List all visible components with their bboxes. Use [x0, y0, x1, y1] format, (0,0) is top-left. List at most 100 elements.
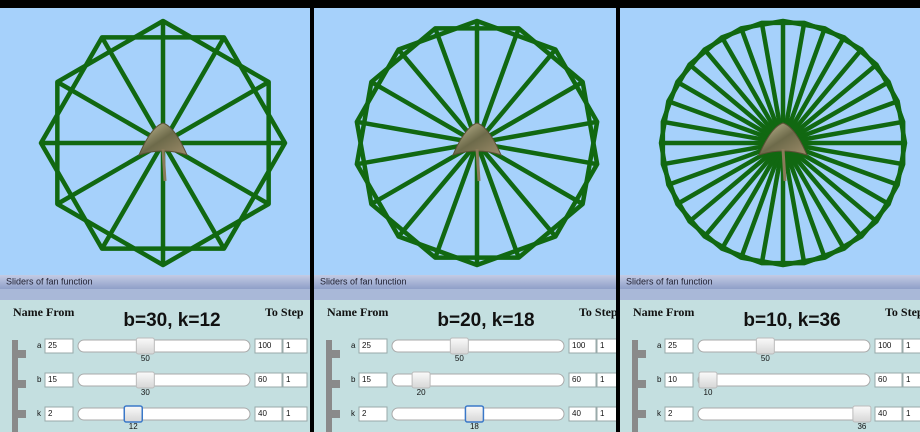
slider-track [697, 339, 871, 353]
spoke [688, 141, 785, 224]
from-value: 2 [362, 409, 367, 418]
star-outline [354, 18, 600, 260]
header-name-from: Name From [13, 305, 74, 319]
slider-thumb[interactable] [698, 371, 718, 389]
to-input [874, 372, 903, 388]
to-value: 100 [258, 341, 272, 350]
step-input [282, 406, 308, 422]
from-input [358, 338, 388, 354]
step-value: 1 [286, 409, 291, 418]
to-input [568, 406, 597, 422]
from-input [358, 372, 388, 388]
spoke [662, 119, 784, 146]
slider-thumb[interactable] [135, 337, 155, 355]
spoke [759, 142, 786, 264]
spoke [433, 27, 480, 144]
slider-track [77, 373, 251, 387]
slider-thumb[interactable] [135, 371, 155, 389]
from-value: 15 [362, 375, 371, 384]
slider-name: b [37, 375, 42, 384]
caption-bar [314, 275, 616, 289]
step-input [282, 372, 308, 388]
star-outline [354, 26, 600, 268]
spoke [396, 141, 479, 238]
slider-thumb[interactable] [852, 405, 872, 423]
spoke [396, 48, 479, 145]
from-input [358, 406, 388, 422]
slider-name: k [351, 409, 356, 418]
fan-handle [475, 148, 481, 182]
spoke [781, 141, 846, 250]
spoke [781, 141, 864, 238]
step-input [596, 372, 616, 388]
step-input [282, 338, 308, 354]
spoke [781, 62, 878, 145]
slider-name: k [37, 409, 42, 418]
spoke [370, 80, 479, 145]
spoke [781, 48, 864, 145]
step-value: 1 [906, 341, 911, 350]
slider-name: a [37, 341, 42, 350]
spoke [475, 141, 558, 238]
from-value: 25 [48, 341, 57, 350]
spoke [781, 36, 846, 145]
step-value: 1 [600, 341, 605, 350]
header-to-step: To Step [579, 305, 618, 319]
slider-track [391, 373, 565, 387]
slider-value: 12 [129, 422, 138, 431]
spoke [702, 141, 785, 238]
from-input [664, 406, 694, 422]
spoke [688, 62, 785, 145]
to-value: 40 [572, 409, 581, 418]
spoke [161, 36, 226, 145]
from-value: 15 [48, 375, 57, 384]
panel: Sliders of fan function Name From b=10, k=… [620, 8, 920, 432]
from-input [664, 338, 694, 354]
slider-thumb[interactable] [449, 337, 469, 355]
caption: Sliders of fan function [320, 276, 407, 286]
from-value: 25 [668, 341, 677, 350]
spoke [474, 27, 521, 144]
spoke [720, 36, 785, 145]
to-value: 60 [572, 375, 581, 384]
spoke [100, 36, 165, 145]
caption-bar [0, 275, 310, 289]
spoke [781, 141, 878, 224]
slider-name: a [657, 341, 662, 350]
slider-thumb[interactable] [123, 405, 144, 423]
spoke [702, 48, 785, 145]
step-value: 1 [906, 375, 911, 384]
to-input [254, 406, 283, 422]
slider-thumb[interactable] [464, 405, 485, 423]
to-input [568, 372, 597, 388]
bracket [632, 340, 646, 432]
slider-value: 30 [141, 388, 150, 397]
slider-value: 36 [857, 422, 866, 431]
to-value: 100 [878, 341, 892, 350]
header-label: b=20, k=18 [437, 310, 534, 331]
to-value: 40 [258, 409, 267, 418]
header-label: b=30, k=12 [123, 310, 220, 331]
step-input [902, 338, 920, 354]
spoke [739, 27, 786, 144]
from-input [664, 372, 694, 388]
from-value: 2 [48, 409, 53, 418]
slider-value: 50 [761, 354, 770, 363]
slider-track [391, 339, 565, 353]
slider-thumb[interactable] [755, 337, 775, 355]
spoke [720, 141, 785, 250]
slider-value: 50 [455, 354, 464, 363]
slider-thumb[interactable] [411, 371, 431, 389]
caption-strip [620, 289, 920, 300]
caption-strip [314, 289, 616, 300]
spoke [780, 142, 807, 264]
spoke [476, 119, 598, 146]
from-input [44, 372, 74, 388]
spoke [475, 48, 558, 145]
spoke [782, 99, 899, 146]
from-input [44, 338, 74, 354]
step-value: 1 [906, 409, 911, 418]
slider-name: a [351, 341, 356, 350]
slider-name: b [657, 375, 662, 384]
to-input [874, 338, 903, 354]
